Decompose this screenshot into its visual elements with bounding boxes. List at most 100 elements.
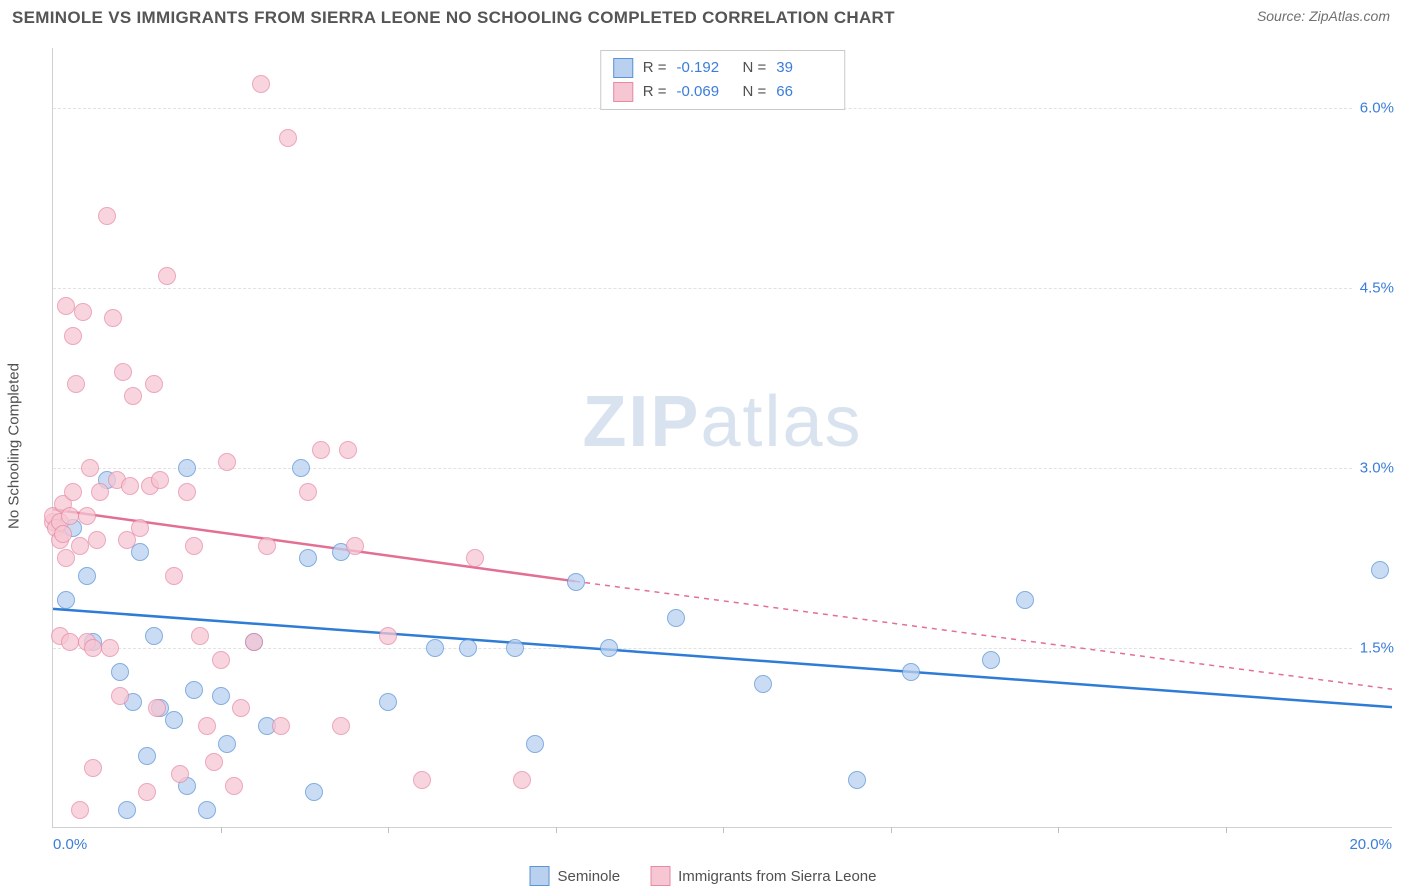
data-point: [205, 753, 223, 771]
data-point: [131, 543, 149, 561]
data-point: [232, 699, 250, 717]
legend-row: R =-0.192N =39: [613, 56, 833, 80]
data-point: [91, 483, 109, 501]
r-label: R =: [643, 80, 667, 104]
legend-label: Immigrants from Sierra Leone: [678, 868, 876, 885]
data-point: [245, 633, 263, 651]
data-point: [165, 567, 183, 585]
data-point: [88, 531, 106, 549]
data-point: [64, 327, 82, 345]
x-tick: [723, 827, 724, 833]
data-point: [198, 801, 216, 819]
data-point: [667, 609, 685, 627]
data-point: [312, 441, 330, 459]
x-tick: [556, 827, 557, 833]
data-point: [754, 675, 772, 693]
data-point: [178, 483, 196, 501]
n-value: 39: [776, 56, 832, 80]
legend-swatch: [530, 866, 550, 886]
data-point: [346, 537, 364, 555]
data-point: [178, 459, 196, 477]
y-tick-label: 3.0%: [1354, 460, 1394, 477]
n-value: 66: [776, 80, 832, 104]
data-point: [292, 459, 310, 477]
data-point: [1371, 561, 1389, 579]
chart-header: SEMINOLE VS IMMIGRANTS FROM SIERRA LEONE…: [0, 0, 1406, 32]
data-point: [138, 783, 156, 801]
y-axis-label: No Schooling Completed: [6, 363, 23, 529]
data-point: [61, 507, 79, 525]
series-legend: Seminole Immigrants from Sierra Leone: [530, 866, 877, 886]
legend-item: Seminole: [530, 866, 621, 886]
data-point: [61, 633, 79, 651]
data-point: [78, 567, 96, 585]
legend-swatch: [613, 58, 633, 78]
data-point: [466, 549, 484, 567]
data-point: [848, 771, 866, 789]
data-point: [158, 267, 176, 285]
data-point: [148, 699, 166, 717]
x-tick: [891, 827, 892, 833]
y-tick-label: 1.5%: [1354, 640, 1394, 657]
data-point: [332, 717, 350, 735]
watermark: ZIPatlas: [582, 381, 862, 463]
source-label: Source: ZipAtlas.com: [1257, 8, 1390, 24]
data-point: [54, 525, 72, 543]
data-point: [57, 297, 75, 315]
legend-label: Seminole: [558, 868, 621, 885]
data-point: [67, 375, 85, 393]
data-point: [305, 783, 323, 801]
watermark-zip: ZIP: [582, 382, 700, 462]
data-point: [299, 549, 317, 567]
watermark-atlas: atlas: [700, 382, 862, 462]
r-label: R =: [643, 56, 667, 80]
data-point: [339, 441, 357, 459]
data-point: [138, 747, 156, 765]
data-point: [272, 717, 290, 735]
data-point: [171, 765, 189, 783]
x-tick: [221, 827, 222, 833]
x-axis-min-label: 0.0%: [53, 836, 87, 853]
data-point: [982, 651, 1000, 669]
data-point: [379, 627, 397, 645]
data-point: [513, 771, 531, 789]
data-point: [1016, 591, 1034, 609]
y-tick-label: 6.0%: [1354, 100, 1394, 117]
x-axis-max-label: 20.0%: [1349, 836, 1392, 853]
x-tick: [1226, 827, 1227, 833]
data-point: [191, 627, 209, 645]
data-point: [252, 75, 270, 93]
data-point: [71, 801, 89, 819]
data-point: [526, 735, 544, 753]
n-label: N =: [743, 80, 767, 104]
data-point: [145, 375, 163, 393]
data-point: [84, 759, 102, 777]
data-point: [165, 711, 183, 729]
data-point: [218, 735, 236, 753]
data-point: [118, 801, 136, 819]
data-point: [111, 687, 129, 705]
data-point: [459, 639, 477, 657]
data-point: [198, 717, 216, 735]
gridline: [53, 468, 1392, 469]
r-value: -0.069: [677, 80, 733, 104]
data-point: [185, 537, 203, 555]
legend-row: R = -0.069 N = 66: [613, 80, 833, 104]
legend-item: Immigrants from Sierra Leone: [650, 866, 876, 886]
data-point: [212, 651, 230, 669]
gridline: [53, 288, 1392, 289]
data-point: [413, 771, 431, 789]
data-point: [104, 309, 122, 327]
data-point: [299, 483, 317, 501]
data-point: [78, 507, 96, 525]
data-point: [101, 639, 119, 657]
chart-title: SEMINOLE VS IMMIGRANTS FROM SIERRA LEONE…: [12, 8, 895, 28]
data-point: [185, 681, 203, 699]
data-point: [151, 471, 169, 489]
data-point: [71, 537, 89, 555]
data-point: [84, 639, 102, 657]
data-point: [74, 303, 92, 321]
data-point: [567, 573, 585, 591]
data-point: [131, 519, 149, 537]
data-point: [124, 387, 142, 405]
